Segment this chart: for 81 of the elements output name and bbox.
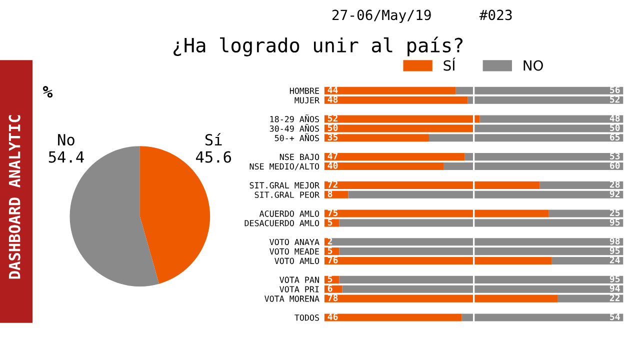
data-label: 54 <box>610 313 620 320</box>
bar <box>324 294 558 302</box>
bar <box>558 294 624 302</box>
data-label: 2 <box>328 238 332 244</box>
bar <box>330 238 624 246</box>
y-tick-label: SIT.GRAL PEOR <box>254 192 320 198</box>
data-label: 8 <box>328 190 332 198</box>
text: 27-06/May/19 <box>332 10 431 23</box>
text: ¿Ha logrado unir al país? <box>174 36 463 56</box>
legend-label: NO <box>524 60 543 71</box>
y-tick-label: MUJER <box>294 97 320 104</box>
y-tick-label: 30-49 AÑOS <box>270 124 319 132</box>
y-tick-label: DESACUERDO AMLO <box>244 220 320 226</box>
bar <box>464 153 624 161</box>
data-label: 50 <box>610 124 620 132</box>
data-label: 45.6 <box>196 151 232 163</box>
y-tick-label: TODOS <box>294 314 319 321</box>
bar <box>468 96 624 104</box>
bar <box>428 134 624 142</box>
data-label: 92 <box>610 190 620 198</box>
data-label: 75 <box>328 209 338 216</box>
data-label: 50 <box>328 124 338 132</box>
data-label: 5 <box>328 276 332 282</box>
data-label: 65 <box>610 134 620 141</box>
y-tick-label: VOTO ANAYA <box>270 238 320 246</box>
data-label: 22 <box>610 294 620 302</box>
y-tick-label: 18-29 AÑOS <box>270 114 319 122</box>
data-label: 48 <box>328 96 338 103</box>
bar <box>324 86 456 94</box>
text: % <box>42 86 53 98</box>
y-tick-label: VOTA PRI <box>280 286 319 292</box>
data-label: 52 <box>328 114 338 122</box>
bar <box>324 96 468 104</box>
bar <box>324 314 462 322</box>
data-label: 44 <box>328 86 338 94</box>
bar <box>339 276 624 284</box>
bar <box>324 153 465 161</box>
bar <box>339 248 624 256</box>
data-label: 46 <box>328 313 338 320</box>
bar <box>540 181 624 189</box>
data-label: 95 <box>610 276 620 282</box>
y-tick-label: VOTO AMLO <box>274 258 320 264</box>
bar <box>324 181 540 189</box>
bar <box>324 256 552 265</box>
y-tick-label: SIT.GRAL MEJOR <box>250 182 320 188</box>
bar <box>348 190 624 198</box>
bar <box>456 86 624 94</box>
data-label: 25 <box>610 209 620 216</box>
data-label: 72 <box>328 180 338 188</box>
bar <box>462 314 624 322</box>
slice-label: Sí <box>205 133 222 146</box>
data-label: 78 <box>328 294 338 302</box>
y-tick-label: VOTA MORENA <box>264 296 320 302</box>
y-tick-label: NSE MEDIO/ALTO <box>250 163 320 170</box>
data-label: 40 <box>328 162 338 169</box>
text: #023 <box>479 10 512 20</box>
data-label: 6 <box>328 284 332 292</box>
bar <box>552 256 624 265</box>
data-label: 94 <box>610 284 620 292</box>
data-label: 52 <box>610 96 620 103</box>
data-label: 48 <box>610 114 620 122</box>
legend-label: SÍ <box>444 58 456 71</box>
y-tick-label: ACUERDO AMLO <box>259 210 320 217</box>
data-label: 98 <box>610 238 620 245</box>
data-label: 54.4 <box>48 151 84 163</box>
y-tick-label: 50-+ AÑOS <box>274 133 319 142</box>
data-label: 95 <box>610 218 620 226</box>
y-tick-label: VOTA PAN <box>280 276 319 283</box>
bar <box>324 190 348 198</box>
data-label: 5 <box>328 218 332 226</box>
y-tick-label: HOMBRE <box>290 88 319 94</box>
bar <box>324 134 429 142</box>
data-label: 56 <box>610 86 620 94</box>
bar <box>444 162 624 170</box>
y-tick-label: VOTO MEADE <box>270 248 319 255</box>
data-label: 28 <box>610 180 620 188</box>
slice-label: No <box>58 134 74 146</box>
text: DASHBOARD ANALYTIC <box>8 115 20 279</box>
bar <box>342 285 624 293</box>
bar <box>324 162 444 170</box>
y-tick-label: NSE BAJO <box>280 154 320 160</box>
